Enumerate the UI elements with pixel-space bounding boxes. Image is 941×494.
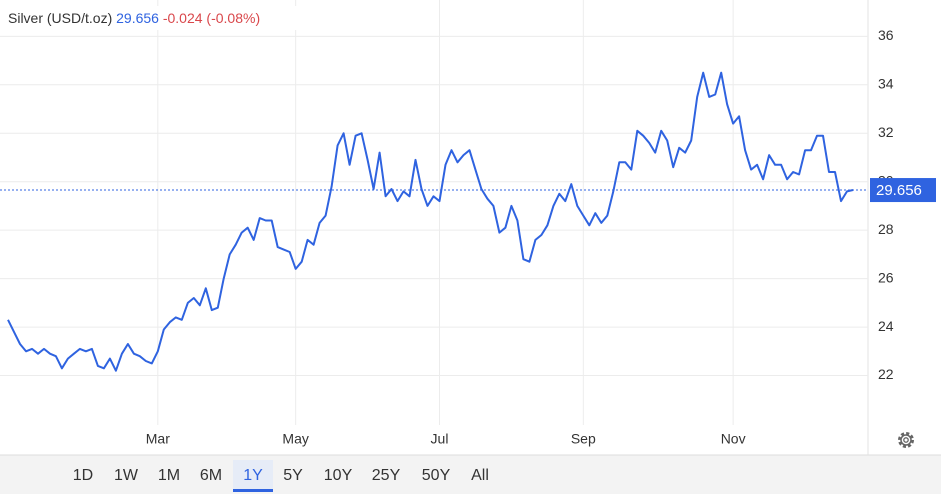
x-tick-label: Jul — [431, 431, 449, 447]
range-selected-bg — [233, 460, 273, 492]
price-change: -0.024 (-0.08%) — [163, 10, 260, 26]
range-button[interactable]: All — [471, 467, 489, 484]
range-button[interactable]: 5Y — [283, 467, 303, 484]
range-button[interactable]: 25Y — [372, 467, 401, 484]
last-price-label: 29.656 — [876, 182, 922, 199]
y-tick-label: 22 — [878, 366, 894, 382]
price-line — [7, 71, 854, 372]
range-button[interactable]: 1M — [158, 467, 180, 484]
range-buttons: 1D 1W 1M 6M 1Y 5Y 10Y 25Y 50Y All — [73, 460, 489, 492]
last-price-tag — [870, 178, 936, 203]
range-button[interactable]: 1W — [114, 467, 139, 484]
instrument-name: Silver (USD/t.oz) — [8, 10, 112, 26]
settings-icon[interactable] — [898, 432, 914, 448]
price: 29.656 — [116, 10, 159, 26]
plot: 29.656 — [0, 71, 936, 372]
range-underline — [233, 489, 273, 492]
y-tick-label: 34 — [878, 76, 894, 92]
y-tick-label: 36 — [878, 27, 894, 43]
toolbar — [0, 455, 941, 494]
header-bg — [0, 6, 320, 30]
range-button[interactable]: 1D — [73, 467, 93, 484]
x-tick-label: Nov — [721, 431, 746, 447]
y-tick-label: 28 — [878, 221, 894, 237]
y-tick-label: 26 — [878, 269, 894, 285]
range-button[interactable]: 1Y — [243, 467, 263, 484]
range-button[interactable]: 6M — [200, 467, 222, 484]
range-button[interactable]: 50Y — [422, 467, 451, 484]
x-tick-label: May — [282, 431, 308, 447]
grid: 2224262830323436MarMayJulSepNov — [0, 0, 894, 447]
x-tick-label: Mar — [146, 431, 170, 447]
range-button[interactable]: 10Y — [324, 467, 353, 484]
x-tick-label: Sep — [571, 431, 596, 447]
y-tick-label: 24 — [878, 318, 894, 334]
y-tick-label: 32 — [878, 124, 894, 140]
instrument-name: Silver (USD/t.oz) 29.656 -0.024 (-0.08%) — [8, 10, 260, 26]
